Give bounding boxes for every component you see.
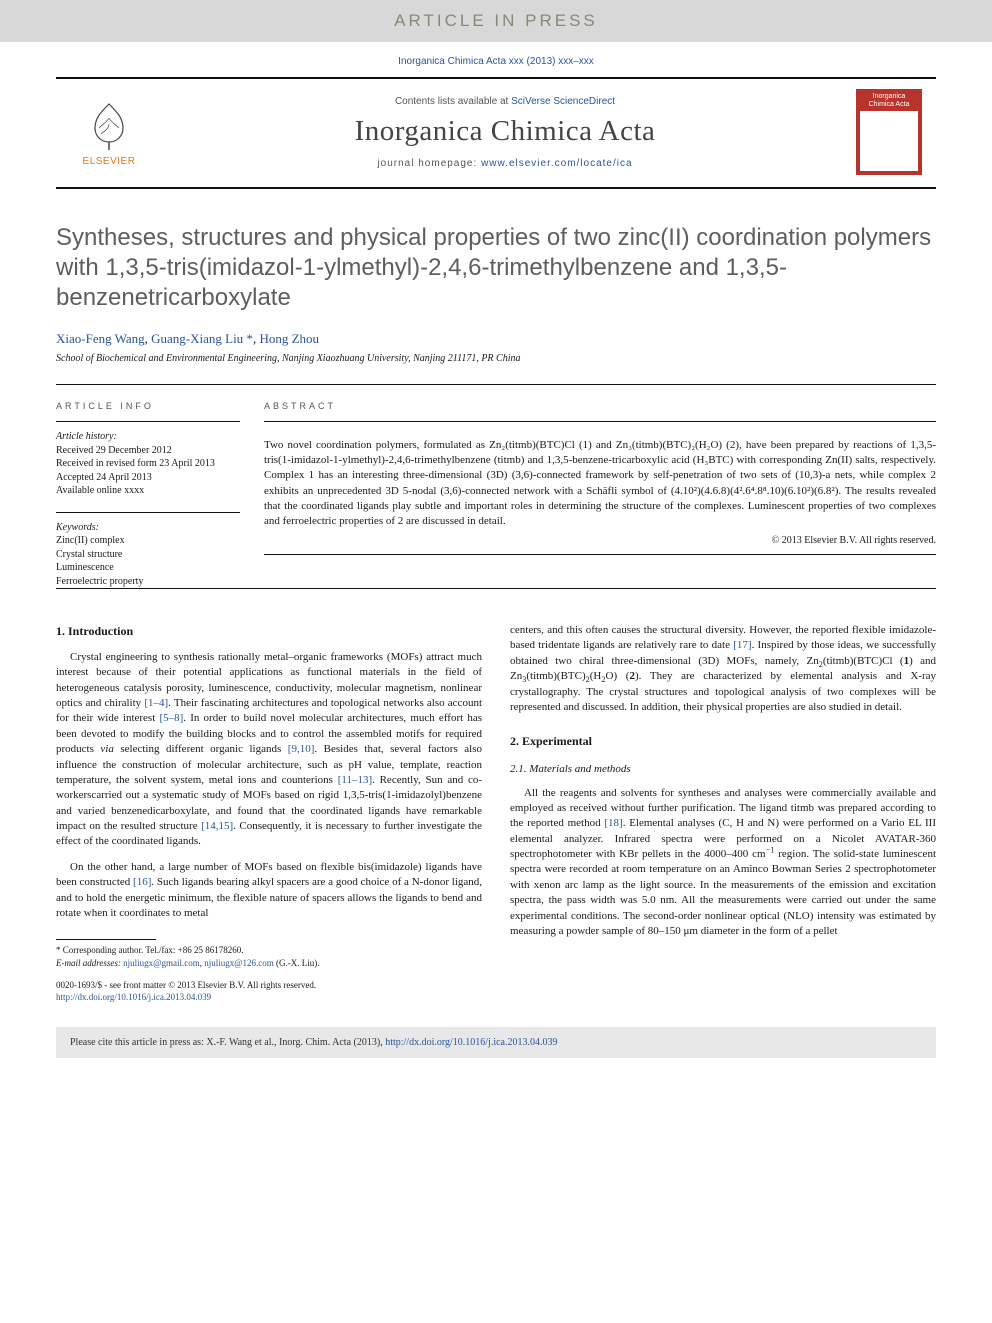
keyword: Ferroelectric property: [56, 575, 240, 589]
cover-body: [860, 111, 918, 171]
citation-link[interactable]: [18]: [604, 817, 622, 829]
cite-doi-link[interactable]: http://dx.doi.org/10.1016/j.ica.2013.04.…: [385, 1037, 557, 1048]
email-link[interactable]: njuliugx@126.com: [204, 958, 274, 968]
body-column-right: centers, and this often causes the struc…: [510, 623, 936, 1003]
elsevier-wordmark: ELSEVIER: [83, 156, 136, 167]
elsevier-tree-icon: [81, 98, 137, 154]
section-heading-experimental: 2. Experimental: [510, 733, 936, 750]
paragraph: Crystal engineering to synthesis rationa…: [56, 650, 482, 850]
email-tail: (G.-X. Liu).: [274, 958, 320, 968]
journal-cover-thumbnail[interactable]: Inorganica Chimica Acta: [856, 89, 922, 175]
paragraph: All the reagents and solvents for synthe…: [510, 786, 936, 940]
front-matter-copyright: 0020-1693/$ - see front matter © 2013 El…: [56, 979, 482, 1003]
citation-link[interactable]: [14,15]: [201, 820, 233, 832]
elsevier-logo[interactable]: ELSEVIER: [70, 89, 148, 175]
reference-line: Inorganica Chimica Acta xxx (2013) xxx–x…: [0, 56, 992, 67]
journal-name: Inorganica Chimica Acta: [166, 115, 844, 148]
revised-date: Received in revised form 23 April 2013: [56, 457, 240, 471]
rule: [56, 512, 240, 513]
keywords-block: Keywords: Zinc(II) complex Crystal struc…: [56, 521, 240, 589]
cover-title: Inorganica Chimica Acta: [860, 93, 918, 108]
sciencedirect-link[interactable]: SciVerse ScienceDirect: [511, 96, 615, 107]
keyword: Zinc(II) complex: [56, 534, 240, 548]
doi-link[interactable]: http://dx.doi.org/10.1016/j.ica.2013.04.…: [56, 992, 211, 1002]
keywords-label: Keywords:: [56, 521, 240, 535]
email-link[interactable]: njuliugx@gmail.com: [123, 958, 200, 968]
accepted-date: Accepted 24 April 2013: [56, 471, 240, 485]
homepage-link[interactable]: www.elsevier.com/locate/ica: [481, 158, 633, 169]
homepage-line: journal homepage: www.elsevier.com/locat…: [166, 158, 844, 169]
citation-link[interactable]: [17]: [733, 639, 751, 651]
online-date: Available online xxxx: [56, 484, 240, 498]
masthead: ELSEVIER Contents lists available at Sci…: [56, 77, 936, 189]
article-in-press-banner: ARTICLE IN PRESS: [0, 0, 992, 42]
reference-link[interactable]: Inorganica Chimica Acta xxx (2013) xxx–x…: [398, 56, 594, 67]
author-link[interactable]: Hong Zhou: [259, 331, 319, 346]
paragraph: On the other hand, a large number of MOF…: [56, 860, 482, 922]
authors: Xiao-Feng Wang, Guang-Xiang Liu *, Hong …: [56, 331, 936, 347]
citation-link[interactable]: [5–8]: [159, 712, 183, 724]
cite-prefix: Please cite this article in press as: X.…: [70, 1037, 385, 1048]
abstract-copyright: © 2013 Elsevier B.V. All rights reserved…: [264, 535, 936, 546]
abstract-text: Two novel coordination polymers, formula…: [264, 438, 936, 529]
citation-link[interactable]: [9,10]: [288, 743, 315, 755]
footnote-rule: [56, 939, 156, 940]
homepage-prefix: journal homepage:: [377, 158, 481, 169]
article-history: Article history: Received 29 December 20…: [56, 430, 240, 498]
abstract-heading: ABSTRACT: [264, 401, 936, 411]
rule: [56, 421, 240, 422]
author-link[interactable]: Xiao-Feng Wang: [56, 331, 145, 346]
citation-box: Please cite this article in press as: X.…: [56, 1027, 936, 1058]
history-label: Article history:: [56, 430, 240, 444]
citation-link[interactable]: [1–4]: [144, 697, 168, 709]
corresponding-line: * Corresponding author. Tel./fax: +86 25…: [56, 944, 482, 956]
citation-link[interactable]: [11–13]: [338, 774, 372, 786]
article-title: Syntheses, structures and physical prope…: [56, 223, 936, 313]
affiliation: School of Biochemical and Environmental …: [56, 353, 936, 364]
contents-line: Contents lists available at SciVerse Sci…: [166, 96, 844, 107]
citation-link[interactable]: [16]: [133, 876, 151, 888]
paragraph: centers, and this often causes the struc…: [510, 623, 936, 715]
author-link[interactable]: Guang-Xiang Liu: [151, 331, 243, 346]
rule: [56, 588, 936, 589]
article-info-heading: ARTICLE INFO: [56, 401, 240, 411]
rule: [264, 421, 936, 422]
banner-label: ARTICLE IN PRESS: [394, 11, 598, 31]
received-date: Received 29 December 2012: [56, 444, 240, 458]
contents-prefix: Contents lists available at: [395, 96, 511, 107]
copyright-text: 0020-1693/$ - see front matter © 2013 El…: [56, 979, 482, 991]
subsection-heading-materials: 2.1. Materials and methods: [510, 762, 936, 777]
email-label: E-mail addresses:: [56, 958, 121, 968]
rule: [264, 554, 936, 555]
corresponding-author-footnote: * Corresponding author. Tel./fax: +86 25…: [56, 944, 482, 968]
section-heading-introduction: 1. Introduction: [56, 623, 482, 640]
keyword: Crystal structure: [56, 548, 240, 562]
body-column-left: 1. Introduction Crystal engineering to s…: [56, 623, 482, 1003]
corresponding-marker[interactable]: *: [246, 331, 253, 346]
keyword: Luminescence: [56, 561, 240, 575]
